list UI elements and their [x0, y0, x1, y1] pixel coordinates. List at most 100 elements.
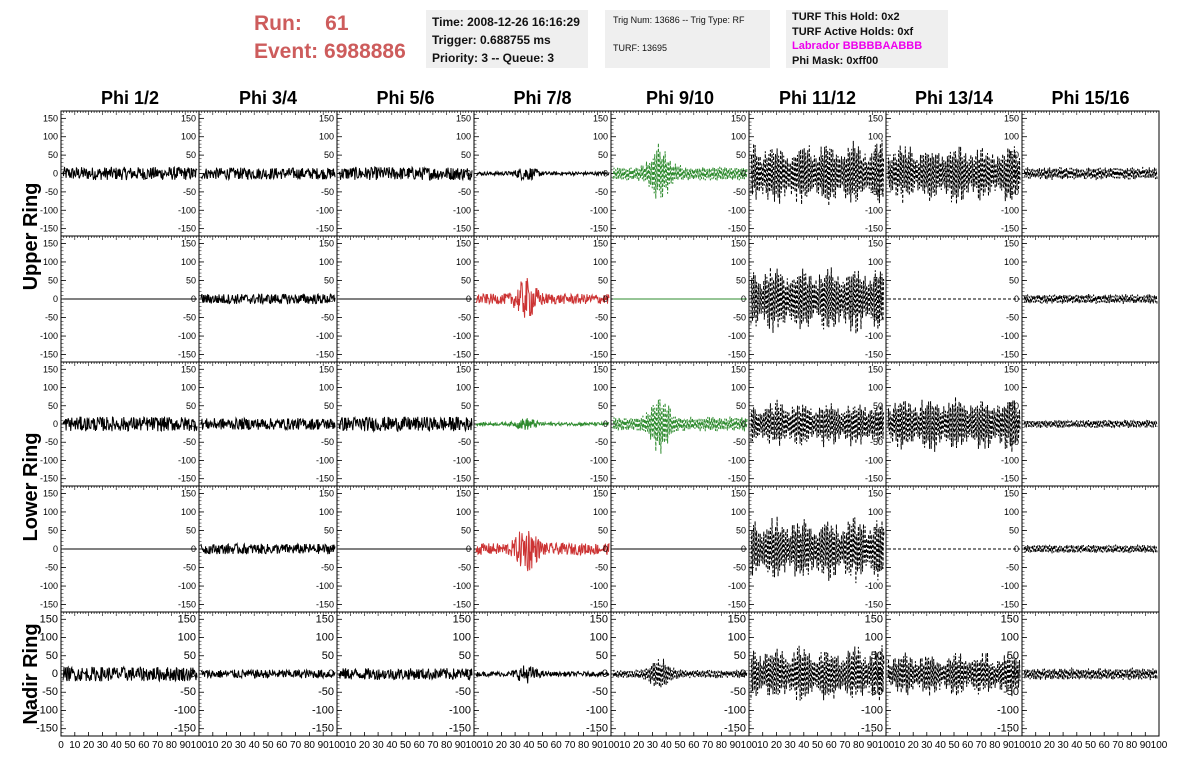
x-tick-label: 90	[592, 740, 604, 751]
column-header: Phi 15/16	[1051, 88, 1129, 108]
waveform-trace	[1023, 544, 1158, 554]
x-tick-label: 40	[523, 740, 535, 751]
y-tick-label: -150	[453, 350, 471, 360]
y-tick-label: -100	[861, 704, 883, 716]
waveform-trace	[1023, 667, 1158, 681]
y-tick-label: 50	[48, 401, 58, 411]
waveform-trace	[62, 415, 198, 433]
x-tick-label: 60	[138, 740, 150, 751]
x-tick-label: 60	[688, 740, 700, 751]
column-header: Phi 5/6	[376, 88, 434, 108]
y-tick-label: -50	[321, 313, 334, 323]
y-tick-label: -100	[449, 704, 471, 716]
y-tick-label: -100	[1001, 331, 1019, 341]
waveform-panel: -150 -100 -50 0 50 100 150	[861, 611, 1023, 737]
waveform-panel: -150 -100 -50 0 50 100 150	[449, 611, 612, 737]
y-tick-label: -100	[174, 704, 196, 716]
x-tick-label: 100	[1151, 740, 1168, 751]
y-tick-label: -50	[730, 686, 746, 698]
waveform-trace	[750, 399, 885, 448]
ring-label: Nadir Ring	[20, 623, 42, 724]
y-tick-label: 150	[181, 113, 196, 123]
y-tick-label: 0	[1014, 169, 1019, 179]
y-tick-label: -150	[865, 350, 883, 360]
y-tick-label: 0	[878, 169, 883, 179]
waveform-panel: -150 -100 -50 0 50 100 150	[316, 235, 475, 363]
y-tick-label: 100	[319, 507, 334, 517]
y-tick-label: 150	[456, 113, 471, 123]
y-tick-label: 100	[181, 383, 196, 393]
y-tick-label: 0	[741, 419, 746, 429]
x-tick-label: 50	[1085, 740, 1097, 751]
waveform-panel: -150 -100 -50 0 50 100 150	[865, 235, 1023, 363]
x-tick-label: 20	[633, 740, 645, 751]
y-tick-label: 50	[461, 401, 471, 411]
waveform-trace	[887, 652, 1021, 697]
y-tick-label: 100	[181, 132, 196, 142]
y-tick-label: -150	[861, 723, 883, 735]
turf-text: TURF: 13695	[613, 43, 668, 53]
x-tick-label: 30	[235, 740, 247, 751]
y-tick-label: -100	[178, 331, 196, 341]
x-tick-label: 60	[826, 740, 838, 751]
waveform-panel: -150 -100 -50 0 50 100 150	[728, 485, 887, 613]
x-tick-label: 50	[400, 740, 412, 751]
y-tick-label: -50	[1006, 187, 1019, 197]
y-tick-label: 50	[1009, 275, 1019, 285]
x-tick-label: 50	[124, 740, 136, 751]
y-tick-label: -50	[595, 437, 608, 447]
x-tick-label: 90	[455, 740, 467, 751]
y-tick-label: 150	[731, 238, 746, 248]
y-tick-label: 0	[53, 169, 58, 179]
y-tick-label: -150	[36, 723, 58, 735]
waveform-panel: -150 -100 -50 0 50 100 150	[40, 235, 200, 363]
y-tick-label: 100	[868, 132, 883, 142]
waveform-panel: -150 -100 -50 0 50 100 150	[174, 611, 338, 737]
y-tick-label: -50	[870, 563, 883, 573]
y-tick-label: -150	[178, 600, 196, 610]
y-tick-label: 100	[1004, 132, 1019, 142]
column-header: Phi 1/2	[101, 88, 159, 108]
y-tick-label: -100	[40, 205, 58, 215]
waveform-panel: -150 -100 -50 0 50 100 150	[724, 611, 887, 737]
y-tick-label: 150	[868, 238, 883, 248]
waveform-trace	[338, 415, 473, 433]
y-tick-label: 50	[46, 650, 58, 662]
y-tick-label: -150	[178, 350, 196, 360]
y-tick-label: 50	[461, 275, 471, 285]
y-tick-label: 50	[1007, 650, 1019, 662]
y-tick-label: 0	[191, 544, 196, 554]
waveform-trace	[1023, 293, 1158, 305]
y-tick-label: 50	[48, 150, 58, 160]
x-tick-label: 60	[276, 740, 288, 751]
waveform-panel: -150 -100 -50 0 50 100 150	[1001, 361, 1160, 487]
y-tick-label: -100	[312, 704, 334, 716]
x-tick-label: 30	[97, 740, 109, 751]
x-tick-label: 70	[1112, 740, 1124, 751]
y-tick-label: 50	[873, 401, 883, 411]
waveform-trace	[1023, 166, 1158, 181]
y-tick-label: 50	[322, 650, 334, 662]
y-tick-label: 150	[43, 488, 58, 498]
y-tick-label: 50	[186, 150, 196, 160]
y-tick-label: 50	[1009, 401, 1019, 411]
x-tick-label: 30	[510, 740, 522, 751]
x-tick-label: 70	[564, 740, 576, 751]
y-tick-label: 50	[461, 525, 471, 535]
column-header: Phi 11/12	[779, 88, 856, 108]
x-tick-label: 40	[111, 740, 123, 751]
y-tick-label: -50	[318, 686, 334, 698]
y-tick-label: 100	[868, 383, 883, 393]
x-tick-label: 80	[716, 740, 728, 751]
waveform-panel: -150 -100 -50 0 50 100 150	[178, 361, 338, 487]
y-tick-label: -150	[590, 350, 608, 360]
y-tick-label: 50	[873, 275, 883, 285]
y-tick-label: 0	[741, 294, 746, 304]
y-tick-label: 50	[324, 525, 334, 535]
y-tick-label: -50	[183, 437, 196, 447]
y-tick-label: 0	[52, 668, 58, 680]
waveform-panel: -150 -100 -50 0 50 100 150	[316, 361, 475, 487]
priority-text: Priority: 3 -- Queue: 3	[432, 51, 555, 65]
time-text: Time: 2008-12-26 16:16:29	[432, 15, 580, 29]
y-tick-label: -100	[40, 581, 58, 591]
